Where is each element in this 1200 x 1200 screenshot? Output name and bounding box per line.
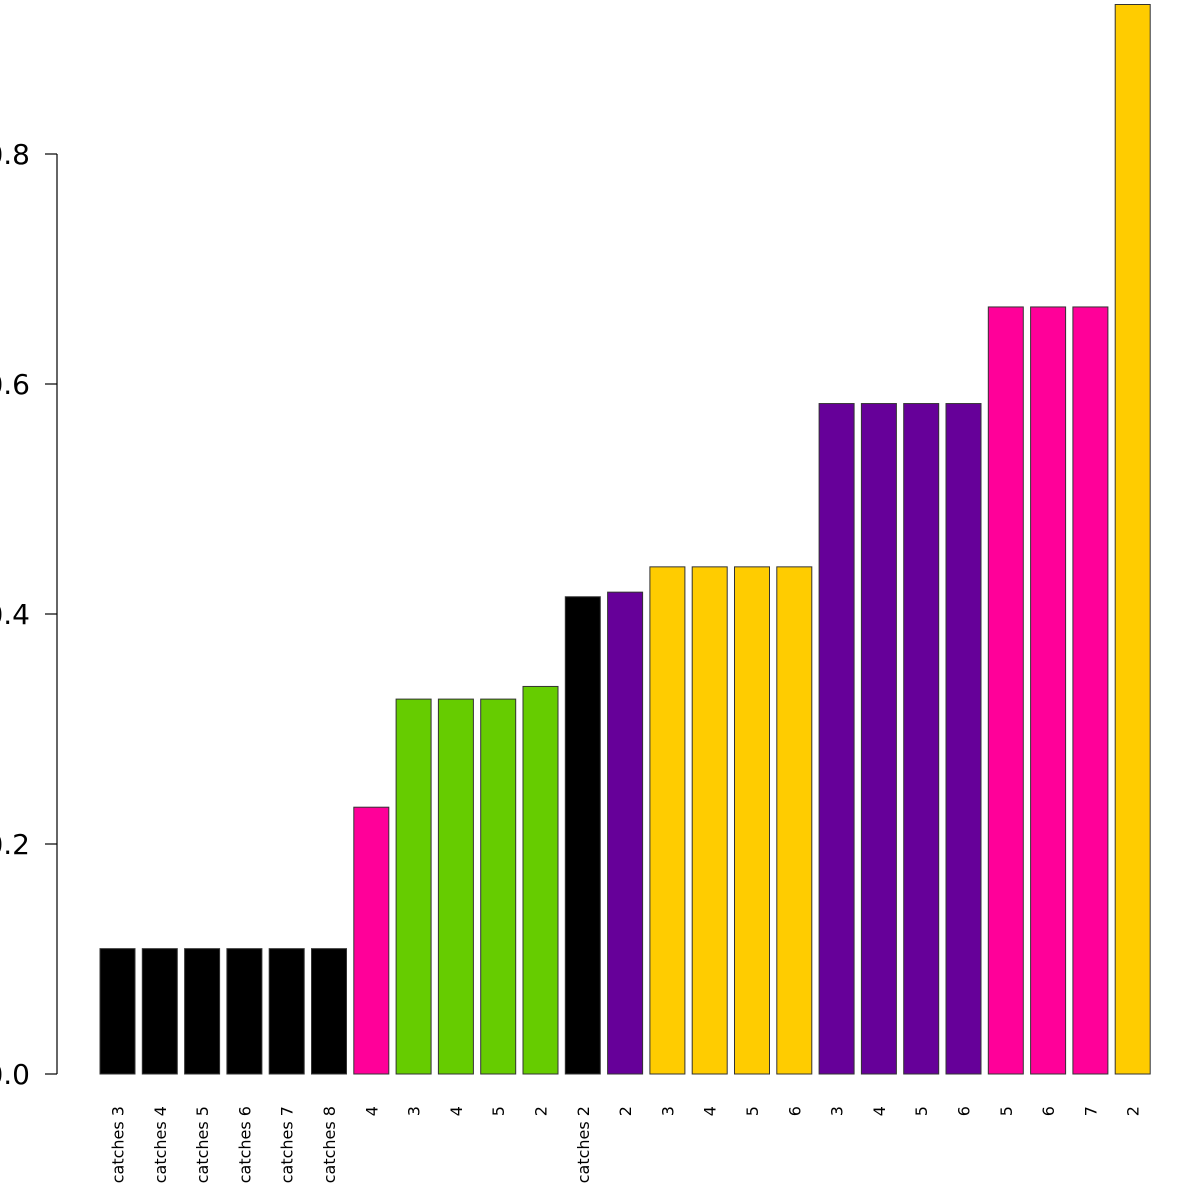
x-category-label: catches 5: [193, 1106, 212, 1183]
bar: [987, 306, 1024, 1075]
bar: [860, 403, 897, 1075]
x-category-label: catches 4: [151, 1106, 170, 1183]
x-category-label: 4: [870, 1106, 889, 1116]
bar: [903, 403, 940, 1075]
bar: [522, 685, 559, 1075]
y-axis: 0.0 0.2 0.4 0.6 0.8: [0, 138, 58, 1091]
bar: [395, 698, 432, 1075]
bar: [184, 948, 221, 1075]
bar: [564, 596, 601, 1075]
y-tick-label: 0.8: [0, 138, 30, 171]
x-category-label: 4: [447, 1106, 466, 1116]
x-category-label: 2: [532, 1106, 551, 1116]
x-category-label: 5: [743, 1106, 762, 1116]
x-category-label: 5: [912, 1106, 931, 1116]
y-tick-label: 0.0: [0, 1058, 30, 1091]
bar: [776, 566, 813, 1075]
y-tick-label: 0.6: [0, 368, 30, 401]
x-category-label: catches 2: [574, 1106, 593, 1183]
bar: [1072, 306, 1109, 1075]
x-category-label: 7: [1081, 1106, 1100, 1116]
x-category-label: 3: [828, 1106, 847, 1116]
x-category-label: catches 3: [109, 1106, 128, 1183]
bar: [607, 591, 644, 1075]
bar: [945, 403, 982, 1075]
bars-group: [99, 4, 1151, 1075]
x-category-label: 6: [1039, 1106, 1058, 1116]
bar: [818, 403, 855, 1075]
bar: [1114, 4, 1151, 1075]
x-category-label: catches 7: [278, 1106, 297, 1183]
y-tick-label: 0.4: [0, 598, 30, 631]
x-category-label: 6: [785, 1106, 804, 1116]
bar: [734, 566, 770, 1075]
x-category-label: 4: [362, 1106, 381, 1116]
bar: [141, 948, 178, 1075]
x-category-label: 5: [489, 1106, 508, 1116]
x-category-label: catches 8: [320, 1106, 339, 1183]
bar: [691, 566, 728, 1075]
bar: [226, 948, 263, 1075]
x-category-label: 5: [997, 1106, 1016, 1116]
bar: [353, 806, 390, 1075]
x-category-label: 4: [701, 1106, 720, 1116]
bar: [311, 948, 347, 1075]
bar: [649, 566, 686, 1075]
x-category-label: catches 6: [235, 1106, 254, 1183]
x-category-label: 2: [1124, 1106, 1143, 1116]
bar: [437, 698, 474, 1075]
bar: [1030, 306, 1067, 1075]
x-category-label: 6: [955, 1106, 974, 1116]
x-category-label: 3: [658, 1106, 677, 1116]
x-category-label: 2: [616, 1106, 635, 1116]
x-category-label: 3: [405, 1106, 424, 1116]
bar: [480, 698, 517, 1075]
bar: [268, 948, 305, 1075]
bar: [99, 948, 136, 1075]
y-tick-label: 0.2: [0, 828, 30, 861]
x-axis-labels: catches 3 catches 4 catches 5 catches 6 catc…: [109, 1106, 1143, 1183]
